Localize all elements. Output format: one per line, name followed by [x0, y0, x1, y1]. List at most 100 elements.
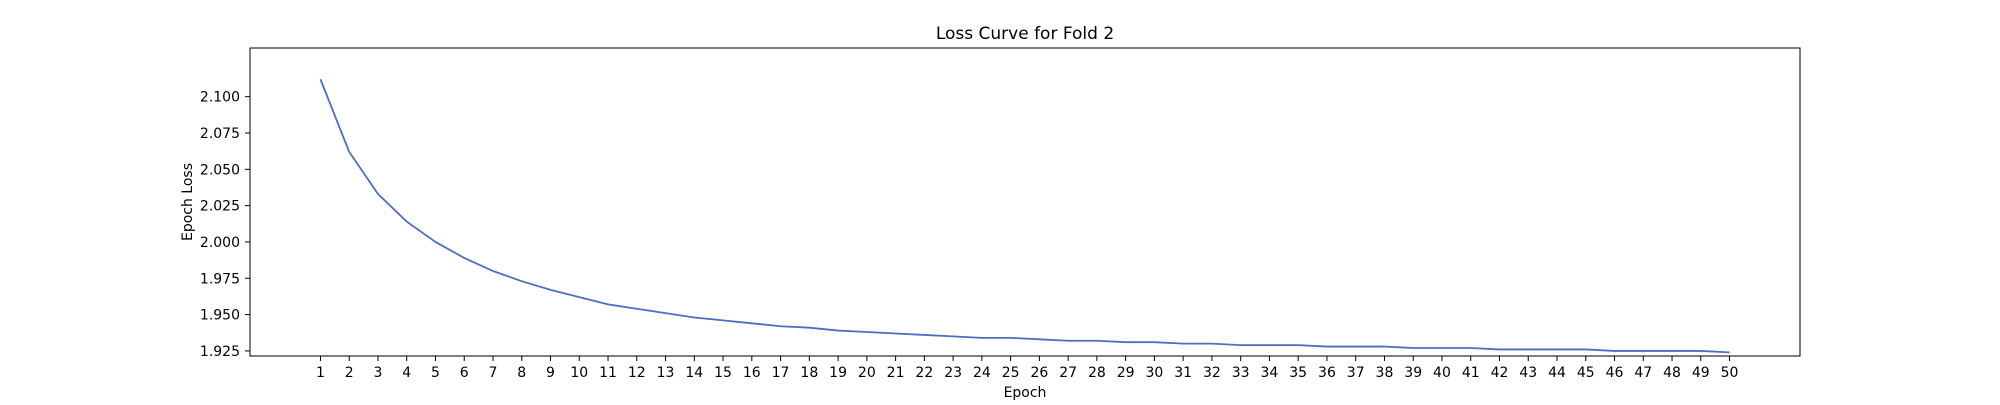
data-point	[895, 332, 897, 334]
x-tick-label: 13	[657, 365, 675, 381]
data-point	[837, 330, 839, 332]
data-point	[1240, 344, 1242, 346]
data-point	[1441, 347, 1443, 349]
data-point	[1585, 348, 1587, 350]
data-point	[521, 280, 523, 282]
data-point	[1729, 351, 1731, 353]
y-tick-label: 1.975	[200, 271, 240, 287]
data-point	[1010, 337, 1012, 339]
data-point	[1498, 348, 1500, 350]
x-tick-label: 18	[800, 365, 818, 381]
x-tick-label: 30	[1145, 365, 1163, 381]
y-axis-label: Epoch Loss	[180, 163, 196, 241]
data-point	[636, 308, 638, 310]
y-axis-ticks: 1.925 1.950 1.975 2.000 2.025 2.050 2.075 2.100	[200, 90, 250, 360]
x-tick-label: 14	[685, 365, 703, 381]
x-tick-label: 46	[1606, 365, 1624, 381]
plot-frame	[249, 47, 1801, 357]
data-point	[1671, 350, 1673, 352]
data-point	[1412, 347, 1414, 349]
x-tick-label: 24	[973, 365, 991, 381]
data-point	[406, 221, 408, 223]
data-point	[1038, 338, 1040, 340]
x-tick-label: 4	[402, 365, 411, 381]
data-point	[1527, 348, 1529, 350]
data-point	[952, 335, 954, 337]
x-tick-label: 5	[431, 365, 440, 381]
data-point	[808, 327, 810, 329]
x-tick-label: 26	[1030, 365, 1048, 381]
data-point	[1470, 347, 1472, 349]
x-tick-label: 16	[743, 365, 761, 381]
x-tick-label: 42	[1491, 365, 1509, 381]
x-tick-label: 31	[1174, 365, 1192, 381]
data-point	[1297, 344, 1299, 346]
data-point	[578, 296, 580, 298]
data-point	[1096, 340, 1098, 342]
x-tick-label: 7	[489, 365, 498, 381]
data-point	[1182, 343, 1184, 345]
x-tick-label: 35	[1289, 365, 1307, 381]
data-point	[1326, 346, 1328, 348]
x-tick-label: 37	[1347, 365, 1365, 381]
data-point	[1211, 343, 1213, 345]
data-point	[1614, 350, 1616, 352]
data-point	[1383, 346, 1385, 348]
x-tick-label: 20	[858, 365, 876, 381]
x-tick-label: 6	[460, 365, 469, 381]
data-point	[1067, 340, 1069, 342]
x-tick-label: 38	[1376, 365, 1394, 381]
x-tick-label: 27	[1059, 365, 1077, 381]
data-point	[780, 325, 782, 327]
x-tick-label: 1	[316, 365, 325, 381]
x-tick-label: 10	[570, 365, 588, 381]
data-point	[751, 322, 753, 324]
data-point	[1700, 350, 1702, 352]
data-point	[492, 270, 494, 272]
x-tick-label: 40	[1433, 365, 1451, 381]
data-point	[348, 151, 350, 153]
x-tick-label: 15	[714, 365, 732, 381]
y-tick-label: 2.050	[200, 162, 240, 178]
x-tick-label: 50	[1721, 365, 1739, 381]
y-tick-label: 2.000	[200, 235, 240, 251]
x-tick-label: 8	[517, 365, 526, 381]
x-tick-label: 2	[345, 365, 354, 381]
data-point	[434, 241, 436, 243]
y-tick-label: 2.025	[200, 199, 240, 215]
data-point	[550, 289, 552, 291]
x-tick-label: 36	[1318, 365, 1336, 381]
x-tick-label: 3	[374, 365, 383, 381]
x-tick-label: 44	[1548, 365, 1566, 381]
x-tick-label: 39	[1404, 365, 1422, 381]
data-point	[463, 257, 465, 259]
data-point	[1355, 346, 1357, 348]
series-layer	[319, 78, 1731, 354]
y-tick-label: 2.075	[200, 126, 240, 142]
y-tick-label: 1.950	[200, 308, 240, 324]
data-point	[1556, 348, 1558, 350]
x-axis-ticks: 1 2 3 4 5 6 7 8 9 10 11 12 13 14 15 16 17 18 19 20 21 22 23 24 2…	[316, 356, 1738, 381]
x-tick-label: 19	[829, 365, 847, 381]
x-tick-label: 32	[1203, 365, 1221, 381]
y-tick-label: 2.100	[200, 90, 240, 106]
x-tick-label: 43	[1519, 365, 1537, 381]
data-point	[319, 78, 321, 80]
y-tick-label: 1.925	[200, 344, 240, 360]
x-axis-label: Epoch	[1004, 385, 1047, 400]
x-tick-label: 33	[1232, 365, 1250, 381]
data-point	[1642, 350, 1644, 352]
x-tick-label: 23	[944, 365, 962, 381]
data-point	[607, 303, 609, 305]
data-point	[377, 193, 379, 195]
x-tick-label: 34	[1261, 365, 1279, 381]
chart-title: Loss Curve for Fold 2	[936, 24, 1114, 44]
data-point	[693, 317, 695, 319]
x-tick-label: 21	[887, 365, 905, 381]
x-tick-label: 11	[599, 365, 617, 381]
data-point	[665, 312, 667, 314]
x-tick-label: 45	[1577, 365, 1595, 381]
x-tick-label: 25	[1002, 365, 1020, 381]
